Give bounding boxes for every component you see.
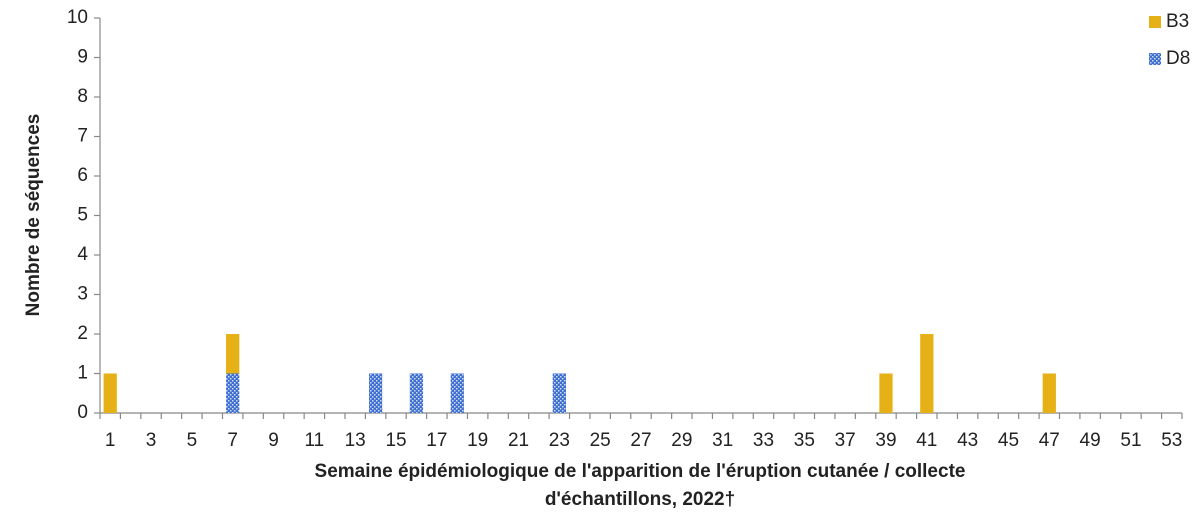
x-tick-label: 19	[467, 430, 488, 451]
y-tick-label: 9	[77, 47, 88, 68]
x-tick-label: 23	[549, 430, 570, 451]
x-tick-label: 25	[590, 430, 611, 451]
x-tick-label: 7	[227, 430, 238, 451]
y-tick-label: 0	[77, 402, 88, 423]
x-tick-label: 51	[1120, 430, 1141, 451]
x-tick-label: 5	[187, 430, 198, 451]
bar	[1042, 373, 1056, 413]
bar	[103, 373, 117, 413]
y-tick-label: 1	[77, 363, 88, 384]
x-tick-label: 31	[712, 430, 733, 451]
bar	[920, 334, 934, 413]
x-tick-label: 15	[385, 430, 406, 451]
legend-label: B3	[1166, 11, 1189, 32]
y-tick-label: 4	[77, 244, 88, 265]
y-tick-label: 5	[77, 205, 88, 226]
bar	[409, 373, 424, 413]
x-tick-label: 17	[426, 430, 447, 451]
x-tick-label: 45	[998, 430, 1019, 451]
x-tick-label: 27	[630, 430, 651, 451]
bar	[226, 373, 240, 413]
x-tick-label: 49	[1080, 430, 1101, 451]
x-tick-label: 43	[957, 430, 978, 451]
x-tick-label: 35	[794, 430, 815, 451]
x-tick-label: 41	[916, 430, 937, 451]
y-tick-label: 3	[77, 284, 88, 305]
x-tick-label: 33	[753, 430, 774, 451]
y-tick-label: 10	[67, 7, 88, 28]
y-axis-title: Nombre de séquences	[23, 114, 44, 317]
legend-swatch	[1149, 16, 1161, 28]
bar	[450, 373, 464, 413]
x-tick-label: 9	[268, 430, 279, 451]
y-tick-label: 2	[77, 323, 88, 344]
x-tick-label: 21	[508, 430, 529, 451]
x-tick-label: 39	[875, 430, 896, 451]
bar	[552, 373, 566, 413]
x-tick-label: 53	[1161, 430, 1182, 451]
y-tick-label: 6	[77, 165, 88, 186]
x-axis-title: d'échantillons, 2022†	[545, 489, 735, 510]
x-tick-label: 29	[671, 430, 692, 451]
bar	[226, 334, 240, 374]
bar	[368, 373, 383, 413]
y-tick-label: 8	[77, 86, 88, 107]
x-tick-label: 13	[345, 430, 366, 451]
x-tick-label: 1	[105, 430, 116, 451]
y-tick-label: 7	[77, 126, 88, 147]
legend-swatch	[1149, 53, 1161, 65]
x-tick-label: 11	[304, 430, 324, 451]
x-tick-label: 37	[835, 430, 856, 451]
bar	[879, 373, 893, 413]
x-axis-title: Semaine épidémiologique de l'apparition …	[315, 461, 966, 482]
x-tick-label: 47	[1039, 430, 1060, 451]
legend-label: D8	[1166, 48, 1190, 69]
x-tick-label: 3	[146, 430, 157, 451]
